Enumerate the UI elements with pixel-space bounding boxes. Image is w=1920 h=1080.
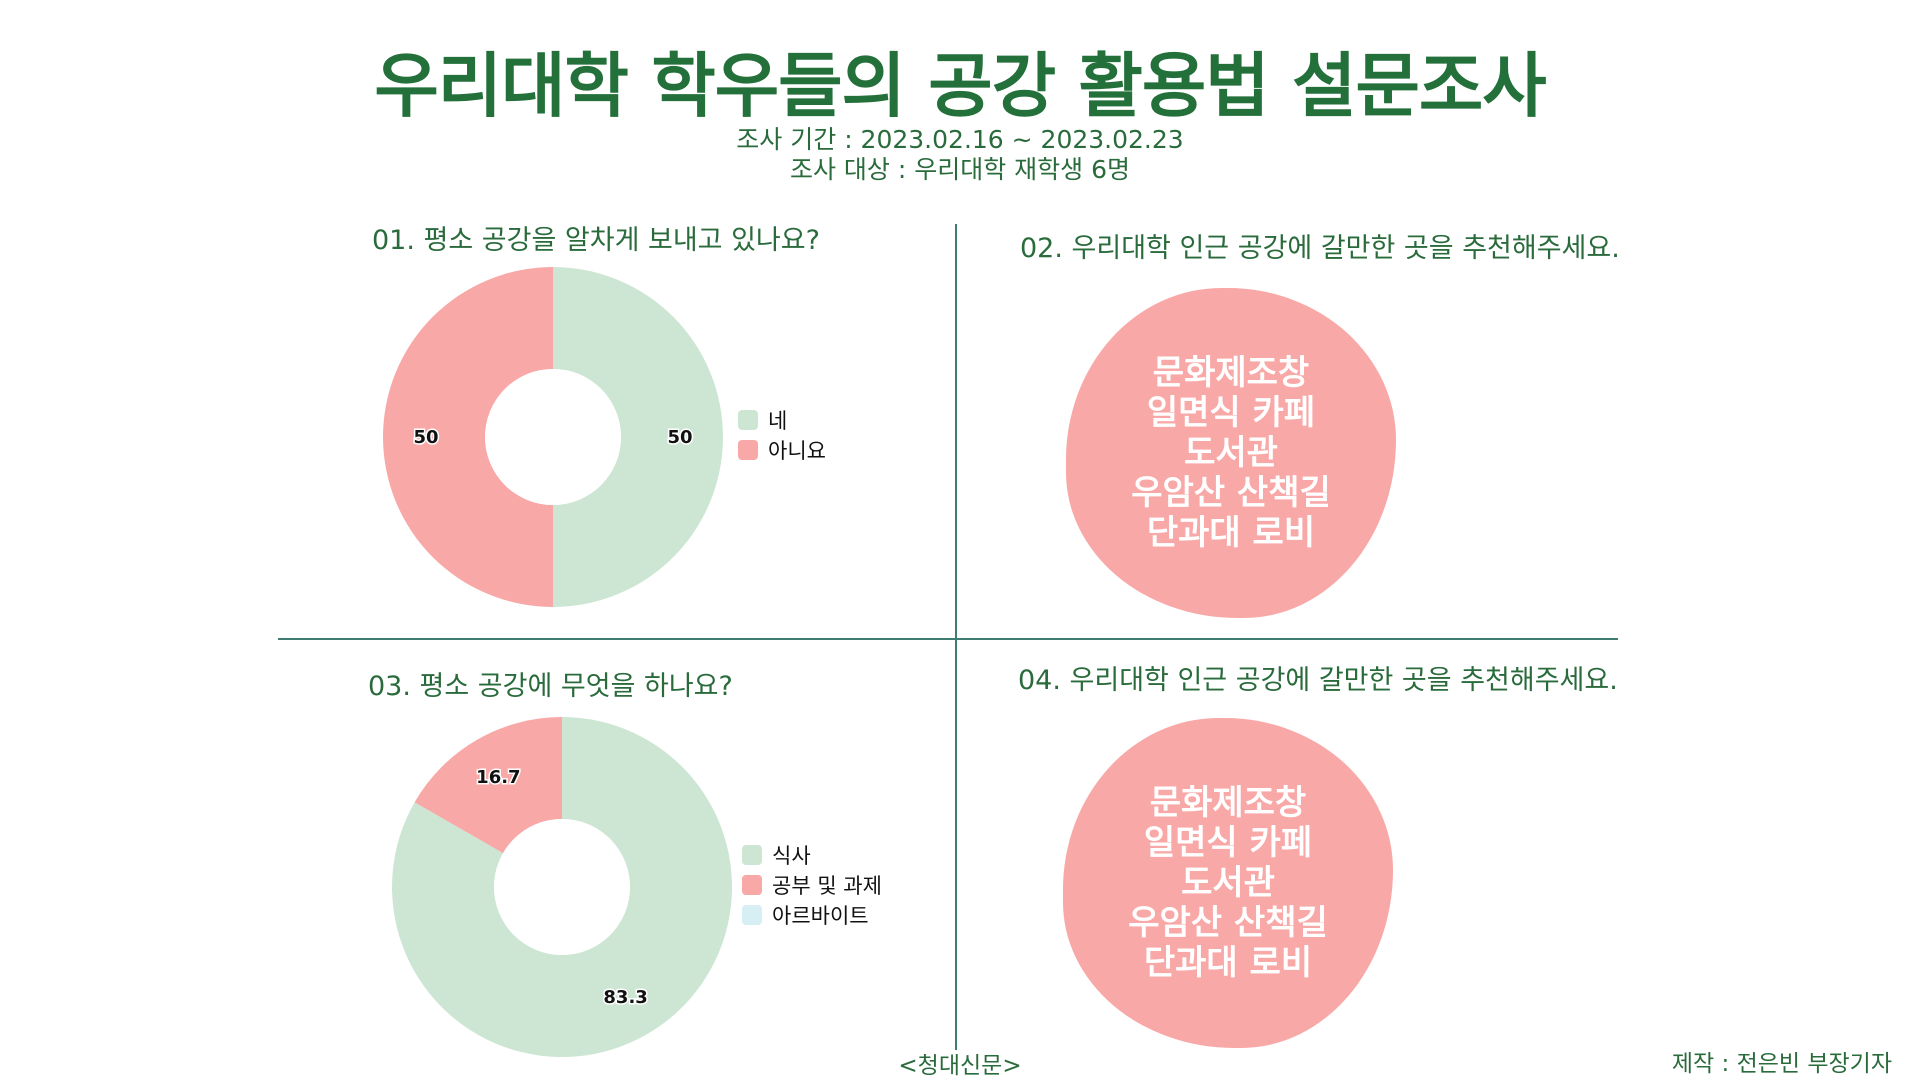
- q1-legend-label: 네: [768, 409, 788, 433]
- q3-slice-1: [414, 717, 562, 854]
- q4-answer: 문화제조창: [1149, 783, 1307, 823]
- q4-answer: 단과대 로비: [1143, 943, 1313, 983]
- q2-answer: 일면식 카페: [1146, 393, 1316, 433]
- q3-slice-label-1: 16.7: [476, 767, 520, 788]
- q3-question: 03. 평소 공강에 무엇을 하나요?: [368, 671, 733, 702]
- page-title: 우리대학 학우들의 공강 활용법 설문조사: [374, 45, 1546, 127]
- credit-label: 제작 : 전은빈 부장기자: [1671, 1051, 1892, 1077]
- q1-legend-label: 아니요: [768, 439, 826, 463]
- q4-answer: 도서관: [1181, 863, 1275, 903]
- vertical-divider: [955, 224, 957, 1050]
- q2-answer: 우암산 산책길: [1131, 473, 1331, 513]
- q3-legend-label: 공부 및 과제: [772, 874, 882, 898]
- q3-legend-swatch: [742, 845, 762, 865]
- q2-answer: 문화제조창: [1152, 353, 1310, 393]
- q3-legend-swatch: [742, 905, 762, 925]
- q3-legend-label: 아르바이트: [772, 904, 869, 928]
- q3-slice-0: [392, 717, 732, 1057]
- q4-question: 04. 우리대학 인근 공강에 갈만한 곳을 추천해주세요.: [1018, 665, 1618, 696]
- q1-legend-item: 네: [738, 405, 826, 435]
- source-label: <청대신문>: [898, 1053, 1022, 1079]
- q1-question: 01. 평소 공강을 알차게 보내고 있나요?: [372, 225, 820, 256]
- q2-answers-bubble: 문화제조창 일면식 카페 도서관 우암산 산책길 단과대 로비: [1066, 288, 1396, 618]
- q2-question: 02. 우리대학 인근 공강에 갈만한 곳을 추천해주세요.: [1020, 233, 1620, 264]
- q1-slice-label-1: 50: [413, 427, 438, 448]
- q1-legend-swatch: [738, 410, 758, 430]
- q2-answer: 도서관: [1184, 433, 1278, 473]
- survey-target: 조사 대상 : 우리대학 재학생 6명: [789, 155, 1131, 184]
- survey-period: 조사 기간 : 2023.02.16 ~ 2023.02.23: [736, 125, 1184, 154]
- q3-legend-swatch: [742, 875, 762, 895]
- q3-legend-item: 공부 및 과제: [742, 870, 882, 900]
- q3-legend-item: 식사: [742, 840, 882, 870]
- q3-donut-hole: [494, 819, 630, 955]
- q1-slice-label-0: 50: [667, 427, 692, 448]
- q3-legend-item: 아르바이트: [742, 900, 882, 930]
- q1-legend-swatch: [738, 440, 758, 460]
- q3-slice-label-0: 83.3: [603, 987, 647, 1008]
- q4-answer: 우암산 산책길: [1128, 903, 1328, 943]
- q4-answer: 일면식 카페: [1143, 823, 1313, 863]
- q1-slice-1: [383, 267, 553, 607]
- q4-answers-bubble: 문화제조창 일면식 카페 도서관 우암산 산책길 단과대 로비: [1063, 718, 1393, 1048]
- q1-slice-0: [553, 267, 723, 607]
- q2-answer: 단과대 로비: [1146, 513, 1316, 553]
- q1-legend-item: 아니요: [738, 435, 826, 465]
- horizontal-divider: [278, 638, 1618, 640]
- q3-legend-label: 식사: [772, 844, 811, 868]
- q1-donut-hole: [485, 369, 621, 505]
